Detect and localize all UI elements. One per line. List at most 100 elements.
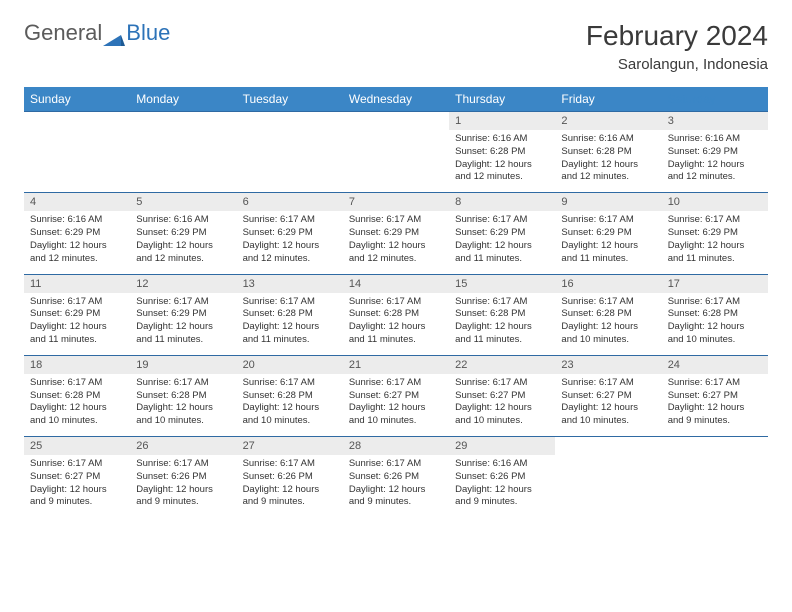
sunset-text: Sunset: 6:26 PM (349, 471, 443, 484)
sunrise-text: Sunrise: 6:16 AM (668, 133, 762, 146)
day-number: 18 (24, 355, 130, 374)
dayhead-wed: Wednesday (343, 87, 449, 112)
sunset-text: Sunset: 6:26 PM (136, 471, 230, 484)
daylight-text: Daylight: 12 hours and 10 minutes. (561, 321, 655, 347)
sunrise-text: Sunrise: 6:17 AM (668, 377, 762, 390)
day-number: 27 (237, 437, 343, 456)
dayhead-fri: Friday (555, 87, 661, 112)
sunrise-text: Sunrise: 6:17 AM (30, 296, 124, 309)
sunset-text: Sunset: 6:29 PM (30, 308, 124, 321)
sunrise-text: Sunrise: 6:16 AM (136, 214, 230, 227)
sunrise-text: Sunrise: 6:17 AM (30, 458, 124, 471)
sunrise-text: Sunrise: 6:17 AM (243, 214, 337, 227)
day-number (24, 112, 130, 131)
day-number: 9 (555, 193, 661, 212)
day-number: 10 (662, 193, 768, 212)
day-number: 13 (237, 274, 343, 293)
day-detail: Sunrise: 6:16 AMSunset: 6:28 PMDaylight:… (449, 130, 555, 193)
sunset-text: Sunset: 6:28 PM (136, 390, 230, 403)
sunset-text: Sunset: 6:27 PM (349, 390, 443, 403)
day-number: 28 (343, 437, 449, 456)
day-number: 23 (555, 355, 661, 374)
daylight-text: Daylight: 12 hours and 9 minutes. (243, 484, 337, 510)
sunset-text: Sunset: 6:29 PM (243, 227, 337, 240)
sunset-text: Sunset: 6:27 PM (455, 390, 549, 403)
daylight-text: Daylight: 12 hours and 9 minutes. (349, 484, 443, 510)
day-detail: Sunrise: 6:17 AMSunset: 6:28 PMDaylight:… (343, 293, 449, 356)
sunset-text: Sunset: 6:28 PM (243, 308, 337, 321)
day-detail (237, 130, 343, 193)
sunrise-text: Sunrise: 6:17 AM (455, 377, 549, 390)
daynum-row: 45678910 (24, 193, 768, 212)
sunrise-text: Sunrise: 6:17 AM (349, 377, 443, 390)
sunset-text: Sunset: 6:27 PM (668, 390, 762, 403)
day-detail: Sunrise: 6:17 AMSunset: 6:29 PMDaylight:… (237, 211, 343, 274)
daylight-text: Daylight: 12 hours and 10 minutes. (30, 402, 124, 428)
day-detail: Sunrise: 6:17 AMSunset: 6:26 PMDaylight:… (130, 455, 236, 517)
sunset-text: Sunset: 6:28 PM (455, 146, 549, 159)
sunrise-text: Sunrise: 6:17 AM (668, 296, 762, 309)
day-number: 15 (449, 274, 555, 293)
day-detail: Sunrise: 6:17 AMSunset: 6:28 PMDaylight:… (662, 293, 768, 356)
sunset-text: Sunset: 6:29 PM (455, 227, 549, 240)
daylight-text: Daylight: 12 hours and 11 minutes. (668, 240, 762, 266)
sunset-text: Sunset: 6:28 PM (561, 308, 655, 321)
title-block: February 2024 Sarolangun, Indonesia (586, 20, 768, 73)
daylight-text: Daylight: 12 hours and 9 minutes. (136, 484, 230, 510)
daylight-text: Daylight: 12 hours and 10 minutes. (561, 402, 655, 428)
daylight-text: Daylight: 12 hours and 10 minutes. (136, 402, 230, 428)
day-number: 19 (130, 355, 236, 374)
daylight-text: Daylight: 12 hours and 12 minutes. (349, 240, 443, 266)
detail-row: Sunrise: 6:17 AMSunset: 6:27 PMDaylight:… (24, 455, 768, 517)
sunrise-text: Sunrise: 6:17 AM (136, 458, 230, 471)
sunrise-text: Sunrise: 6:17 AM (561, 296, 655, 309)
sunrise-text: Sunrise: 6:17 AM (136, 296, 230, 309)
sunset-text: Sunset: 6:29 PM (561, 227, 655, 240)
daynum-row: 123 (24, 112, 768, 131)
day-detail: Sunrise: 6:17 AMSunset: 6:28 PMDaylight:… (237, 374, 343, 437)
detail-row: Sunrise: 6:17 AMSunset: 6:28 PMDaylight:… (24, 374, 768, 437)
sunrise-text: Sunrise: 6:17 AM (243, 296, 337, 309)
daylight-text: Daylight: 12 hours and 11 minutes. (561, 240, 655, 266)
calendar-table: Sunday Monday Tuesday Wednesday Thursday… (24, 87, 768, 517)
day-number: 3 (662, 112, 768, 131)
day-detail: Sunrise: 6:17 AMSunset: 6:28 PMDaylight:… (237, 293, 343, 356)
sunset-text: Sunset: 6:28 PM (30, 390, 124, 403)
calendar-body: 123Sunrise: 6:16 AMSunset: 6:28 PMDaylig… (24, 112, 768, 518)
daynum-row: 11121314151617 (24, 274, 768, 293)
sunrise-text: Sunrise: 6:16 AM (30, 214, 124, 227)
sunrise-text: Sunrise: 6:17 AM (30, 377, 124, 390)
daylight-text: Daylight: 12 hours and 12 minutes. (136, 240, 230, 266)
sunset-text: Sunset: 6:27 PM (561, 390, 655, 403)
daylight-text: Daylight: 12 hours and 12 minutes. (561, 159, 655, 185)
sunrise-text: Sunrise: 6:17 AM (243, 458, 337, 471)
day-number: 22 (449, 355, 555, 374)
sunrise-text: Sunrise: 6:17 AM (455, 214, 549, 227)
sunrise-text: Sunrise: 6:17 AM (561, 377, 655, 390)
day-detail: Sunrise: 6:17 AMSunset: 6:29 PMDaylight:… (130, 293, 236, 356)
day-number: 12 (130, 274, 236, 293)
day-detail: Sunrise: 6:17 AMSunset: 6:28 PMDaylight:… (130, 374, 236, 437)
day-detail: Sunrise: 6:17 AMSunset: 6:27 PMDaylight:… (24, 455, 130, 517)
day-number: 4 (24, 193, 130, 212)
sunrise-text: Sunrise: 6:17 AM (349, 214, 443, 227)
dayhead-mon: Monday (130, 87, 236, 112)
sunrise-text: Sunrise: 6:16 AM (561, 133, 655, 146)
day-number: 8 (449, 193, 555, 212)
daylight-text: Daylight: 12 hours and 11 minutes. (243, 321, 337, 347)
day-detail (662, 455, 768, 517)
day-detail: Sunrise: 6:17 AMSunset: 6:29 PMDaylight:… (449, 211, 555, 274)
sunrise-text: Sunrise: 6:16 AM (455, 458, 549, 471)
day-detail: Sunrise: 6:17 AMSunset: 6:28 PMDaylight:… (555, 293, 661, 356)
day-number: 20 (237, 355, 343, 374)
day-header-row: Sunday Monday Tuesday Wednesday Thursday… (24, 87, 768, 112)
sunset-text: Sunset: 6:28 PM (668, 308, 762, 321)
logo: General Blue (24, 20, 170, 46)
day-detail: Sunrise: 6:16 AMSunset: 6:28 PMDaylight:… (555, 130, 661, 193)
daylight-text: Daylight: 12 hours and 10 minutes. (243, 402, 337, 428)
location-label: Sarolangun, Indonesia (586, 56, 768, 73)
detail-row: Sunrise: 6:16 AM Sunset: 6:28 PM Daylight:… (24, 130, 768, 193)
day-number: 26 (130, 437, 236, 456)
day-detail (555, 455, 661, 517)
day-detail (343, 130, 449, 193)
